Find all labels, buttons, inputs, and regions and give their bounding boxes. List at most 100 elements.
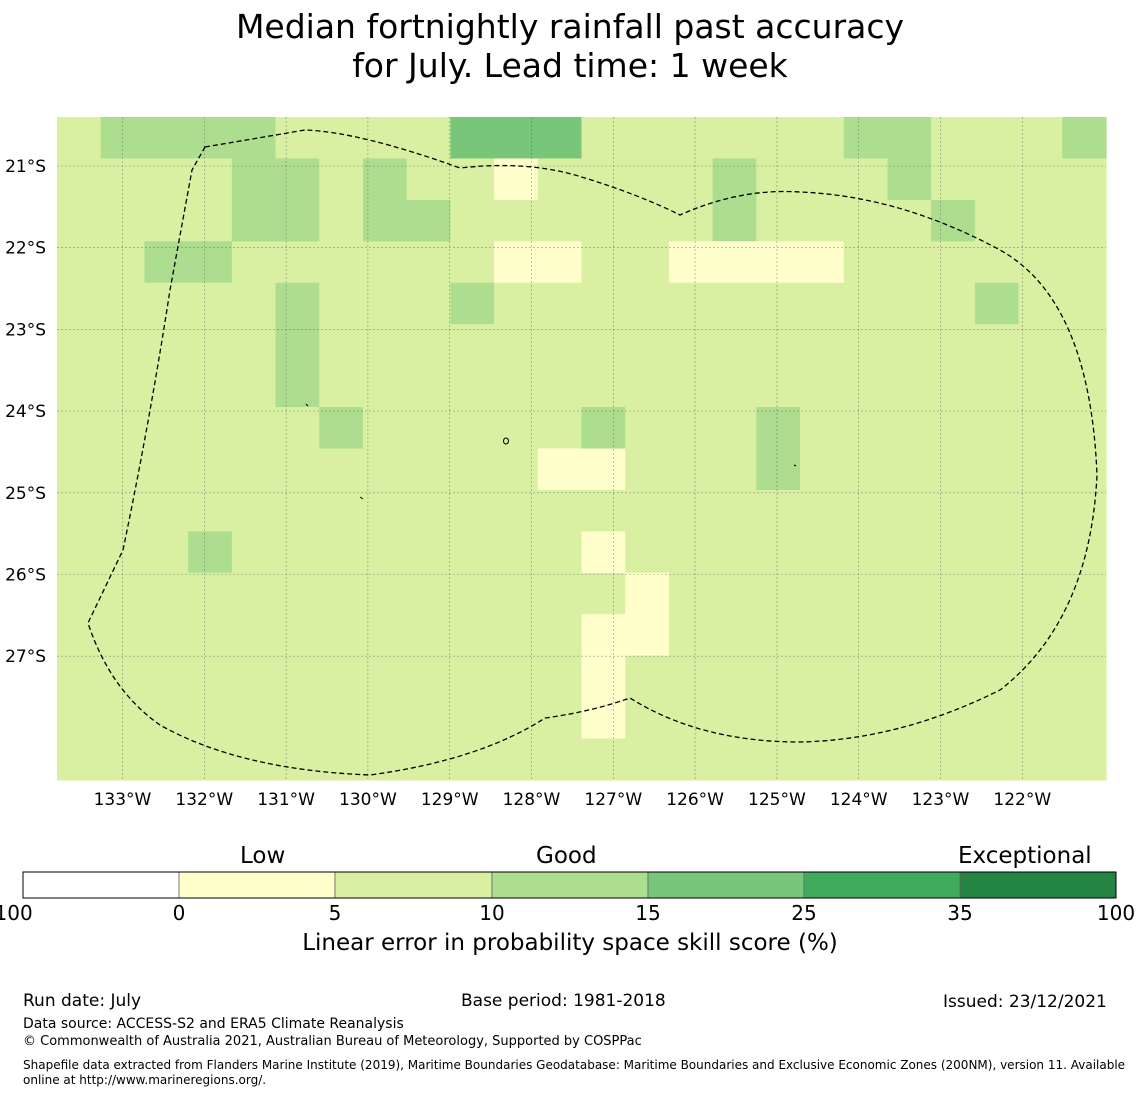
grid-cell (362, 531, 408, 574)
colorbar-tick: 15 (635, 901, 661, 925)
colorbar-segment (959, 871, 1117, 899)
grid-cell (1062, 572, 1107, 615)
grid-cell (712, 199, 757, 242)
grid-cell (800, 407, 845, 450)
grid-cell (231, 407, 277, 450)
grid-cell (800, 117, 845, 160)
run-date: Run date: July (23, 991, 142, 1011)
grid-cell (100, 614, 146, 657)
grid-cell (843, 448, 889, 491)
grid-cell (800, 489, 845, 532)
grid-cell (887, 324, 932, 367)
grid-cell (144, 738, 189, 781)
grid-cell (188, 117, 233, 160)
grid-cell (144, 117, 189, 160)
grid-cell (57, 614, 102, 657)
grid-cell (100, 531, 146, 574)
grid-cell (712, 241, 757, 284)
grid-cell (581, 614, 626, 657)
grid-cell (231, 241, 277, 284)
grid-cell (494, 199, 539, 242)
grid-cell (1062, 489, 1107, 532)
longitude-label: 124°W (830, 790, 888, 810)
grid-cell (843, 738, 889, 781)
grid-cell (887, 365, 932, 408)
colorbar-segment (178, 871, 336, 899)
grid-cell (406, 738, 451, 781)
grid-cell (231, 697, 277, 740)
grid-cell (581, 241, 626, 284)
grid-cell (57, 738, 102, 781)
grid-cell (756, 448, 801, 491)
grid-cell (887, 489, 932, 532)
grid-cell (712, 489, 757, 532)
grid-cell (1062, 407, 1107, 450)
grid-cell (362, 489, 408, 532)
grid-cell (537, 614, 583, 657)
grid-cell (537, 407, 583, 450)
grid-cell (188, 655, 233, 698)
issued-date: Issued: 23/12/2021 (943, 992, 1107, 1012)
grid-cell (406, 448, 451, 491)
latitude-label: 26°S (5, 566, 46, 586)
grid-cell (581, 489, 626, 532)
grid-cell (1018, 324, 1063, 367)
grid-cell (144, 324, 189, 367)
grid-cell (188, 531, 233, 574)
grid-cell (100, 365, 146, 408)
grid-cell (57, 531, 102, 574)
longitude-label: 123°W (912, 790, 970, 810)
grid-cell (231, 365, 277, 408)
grid-cell (494, 407, 539, 450)
grid-cell (887, 531, 932, 574)
grid-cell (1062, 365, 1107, 408)
grid-cell (800, 241, 845, 284)
grid-cell (625, 738, 670, 781)
grid-cell (668, 324, 714, 367)
grid-cell (406, 489, 451, 532)
grid-cell (800, 448, 845, 491)
grid-cell (275, 365, 320, 408)
latitude-label: 22°S (5, 239, 46, 259)
grid-cell (362, 282, 408, 325)
grid-cell (1018, 572, 1063, 615)
grid-cell (1018, 199, 1063, 242)
grid-cell (668, 489, 714, 532)
grid-cell (362, 572, 408, 615)
grid-cell (144, 489, 189, 532)
grid-cell (887, 282, 932, 325)
grid-cell (362, 158, 408, 201)
grid-cell (362, 241, 408, 284)
longitude-label: 127°W (584, 790, 642, 810)
grid-cell (581, 738, 626, 781)
grid-cell (581, 199, 626, 242)
grid-cell (57, 489, 102, 532)
grid-cell (1062, 448, 1107, 491)
grid-cell (494, 158, 539, 201)
grid-cell (275, 407, 320, 450)
grid-cell (1062, 531, 1107, 574)
grid-cell (57, 448, 102, 491)
grid-cell (887, 117, 932, 160)
grid-cell (537, 365, 583, 408)
grid-cell (450, 448, 495, 491)
grid-cell (931, 489, 976, 532)
grid-cell (843, 282, 889, 325)
grid-cell (406, 199, 451, 242)
grid-cell (231, 531, 277, 574)
colorbar-segment (334, 871, 493, 899)
grid-cell (100, 448, 146, 491)
longitude-label: 128°W (503, 790, 561, 810)
grid-cell (231, 324, 277, 367)
grid-cell (406, 572, 451, 615)
grid-cell (800, 199, 845, 242)
grid-cell (144, 199, 189, 242)
grid-cell (625, 365, 670, 408)
grid-cell (450, 199, 495, 242)
grid-cell (188, 489, 233, 532)
grid-cell (494, 117, 539, 160)
colorbar-category-good: Good (536, 843, 597, 869)
grid-cell (1062, 655, 1107, 698)
grid-cell (100, 158, 146, 201)
grid-cell (144, 448, 189, 491)
